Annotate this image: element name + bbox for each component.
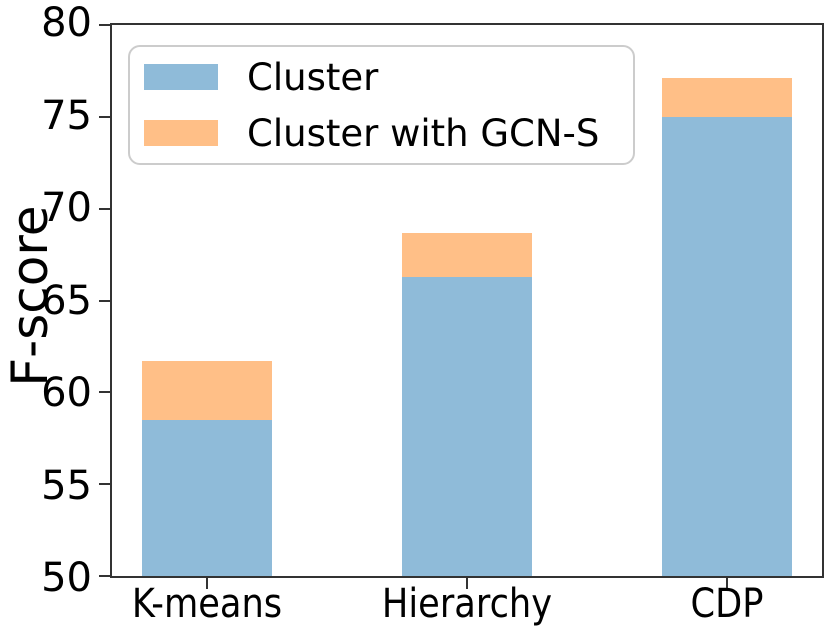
x-axis-labels: K-means Hierarchy CDP [112,583,822,626]
y-tick-50 [99,575,110,577]
legend: Cluster Cluster with GCN-S [128,45,635,165]
legend-label-cluster-with-gcn-s: Cluster with GCN-S [247,111,600,155]
plot-area: Cluster Cluster with GCN-S [99,23,824,589]
y-tick-55 [99,483,110,486]
y-tick-label-50: 50 [41,555,92,601]
y-tick-label-65: 65 [41,277,92,324]
y-tick-80 [99,24,110,26]
y-tick-label-75: 75 [41,92,92,139]
y-tick-70 [99,207,110,210]
bar-cdp-cluster [662,116,793,576]
y-tick-label-70: 70 [41,185,92,231]
y-tick-label-80: 80 [41,0,92,46]
x-tick-cdp [726,578,729,589]
y-axis-labels: 50 55 60 65 70 75 80 [0,3,97,598]
y-tick-65 [99,299,110,302]
y-tick-label-60: 60 [41,370,92,416]
x-tick-k-means [205,578,208,589]
legend-label-cluster: Cluster [247,55,379,99]
legend-swatch-cluster [144,64,218,90]
legend-swatch-cluster-with-gcn-s [144,120,218,146]
x-tick-label-hierarchy: Hierarchy [381,581,553,626]
y-tick-label-55: 55 [41,462,92,509]
x-tick-label-k-means: K-means [131,581,282,626]
legend-item-cluster: Cluster [144,59,633,96]
x-tick-hierarchy [465,578,468,589]
legend-item-cluster-with-gcn-s: Cluster with GCN-S [144,115,633,152]
x-tick-label-cdp: CDP [690,581,764,626]
bar-hierarchy-cluster [401,276,532,576]
bar-k-means-cluster [141,419,272,576]
y-tick-60 [99,391,110,394]
y-tick-75 [99,115,110,118]
